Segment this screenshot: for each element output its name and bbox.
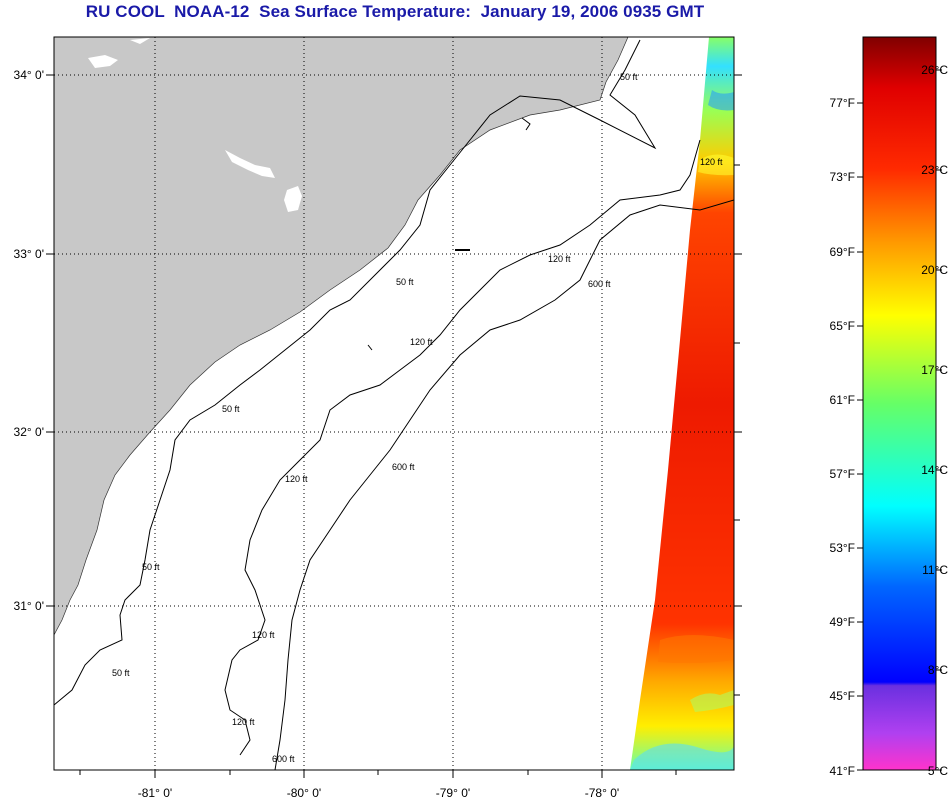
sst-swath: [630, 37, 734, 770]
contour-label: 50 ft: [396, 277, 414, 287]
lat-label: 32° 0': [14, 425, 44, 439]
colorbar-c-label: 26°C: [921, 63, 948, 77]
lat-label: 31° 0': [14, 599, 44, 613]
lon-label: -79° 0': [436, 786, 470, 800]
longitude-labels: -81° 0' -80° 0' -79° 0' -78° 0': [138, 786, 619, 800]
contour-600ft: [274, 199, 734, 770]
axis-ticks: [46, 74, 742, 778]
contour-label: 600 ft: [588, 279, 611, 289]
contour-label: 120 ft: [252, 630, 275, 640]
colorbar-f-label: 73°F: [830, 170, 855, 184]
colorbar-f-label: 69°F: [830, 245, 855, 259]
lat-label: 33° 0': [14, 247, 44, 261]
contour-label: 120 ft: [232, 717, 255, 727]
contour-label: 120 ft: [700, 157, 723, 167]
latitude-labels: 34° 0' 33° 0' 32° 0' 31° 0': [14, 68, 44, 613]
colorbar-f-label: 57°F: [830, 467, 855, 481]
land-mass: [54, 37, 629, 636]
colorbar-f-label: 65°F: [830, 319, 855, 333]
swath-texture: [630, 90, 734, 770]
colorbar-f-label: 41°F: [830, 764, 855, 778]
colorbar-c-label: 17°C: [921, 363, 948, 377]
colorbar-f-label: 45°F: [830, 689, 855, 703]
colorbar-f-label: 49°F: [830, 615, 855, 629]
contour-label: 50 ft: [142, 562, 160, 572]
map-area[interactable]: 50 ft 50 ft 50 ft 50 ft 50 ft 120 ft 120…: [54, 37, 735, 770]
contour-label: 120 ft: [548, 254, 571, 264]
contour-label: 50 ft: [112, 668, 130, 678]
colorbar-c-label: 23°C: [921, 163, 948, 177]
lon-label: -80° 0': [287, 786, 321, 800]
contour-label: 120 ft: [410, 337, 433, 347]
contour-120ft: [224, 139, 701, 756]
colorbar-f-label: 61°F: [830, 393, 855, 407]
contour-label: 600 ft: [272, 754, 295, 764]
contour-label: 600 ft: [392, 462, 415, 472]
lon-label: -81° 0': [138, 786, 172, 800]
colorbar-f-label: 53°F: [830, 541, 855, 555]
map-frame: [53, 36, 735, 771]
temperature-colorbar: 77°F 73°F 69°F 65°F 61°F 57°F 53°F 49°F …: [830, 36, 948, 778]
colorbar-f-label: 77°F: [830, 96, 855, 110]
inland-lakes: [88, 38, 302, 212]
contour-label: 120 ft: [285, 474, 308, 484]
colorbar-c-label: 20°C: [921, 263, 948, 277]
colorbar-c-label: 8°C: [928, 663, 948, 677]
contour-label: 50 ft: [620, 72, 638, 82]
lat-label: 34° 0': [14, 68, 44, 82]
map-title: RU COOL NOAA-12 Sea Surface Temperature:…: [85, 2, 705, 21]
celsius-labels: 26°C 23°C 20°C 17°C 14°C 11°C 8°C 5°C: [921, 63, 948, 778]
colorbar-gradient: [862, 36, 937, 771]
contour-label: 50 ft: [222, 404, 240, 414]
colorbar-c-label: 11°C: [922, 563, 948, 577]
contour-50ft: [54, 39, 657, 706]
colorbar-c-label: 5°C: [928, 764, 948, 778]
bathymetry-contours: [54, 39, 734, 770]
graticule: [54, 37, 734, 770]
contour-labels: 50 ft 50 ft 50 ft 50 ft 50 ft 120 ft 120…: [112, 72, 723, 764]
fahrenheit-labels: 77°F 73°F 69°F 65°F 61°F 57°F 53°F 49°F …: [830, 96, 855, 778]
colorbar-c-label: 14°C: [921, 463, 948, 477]
lon-label: -78° 0': [585, 786, 619, 800]
